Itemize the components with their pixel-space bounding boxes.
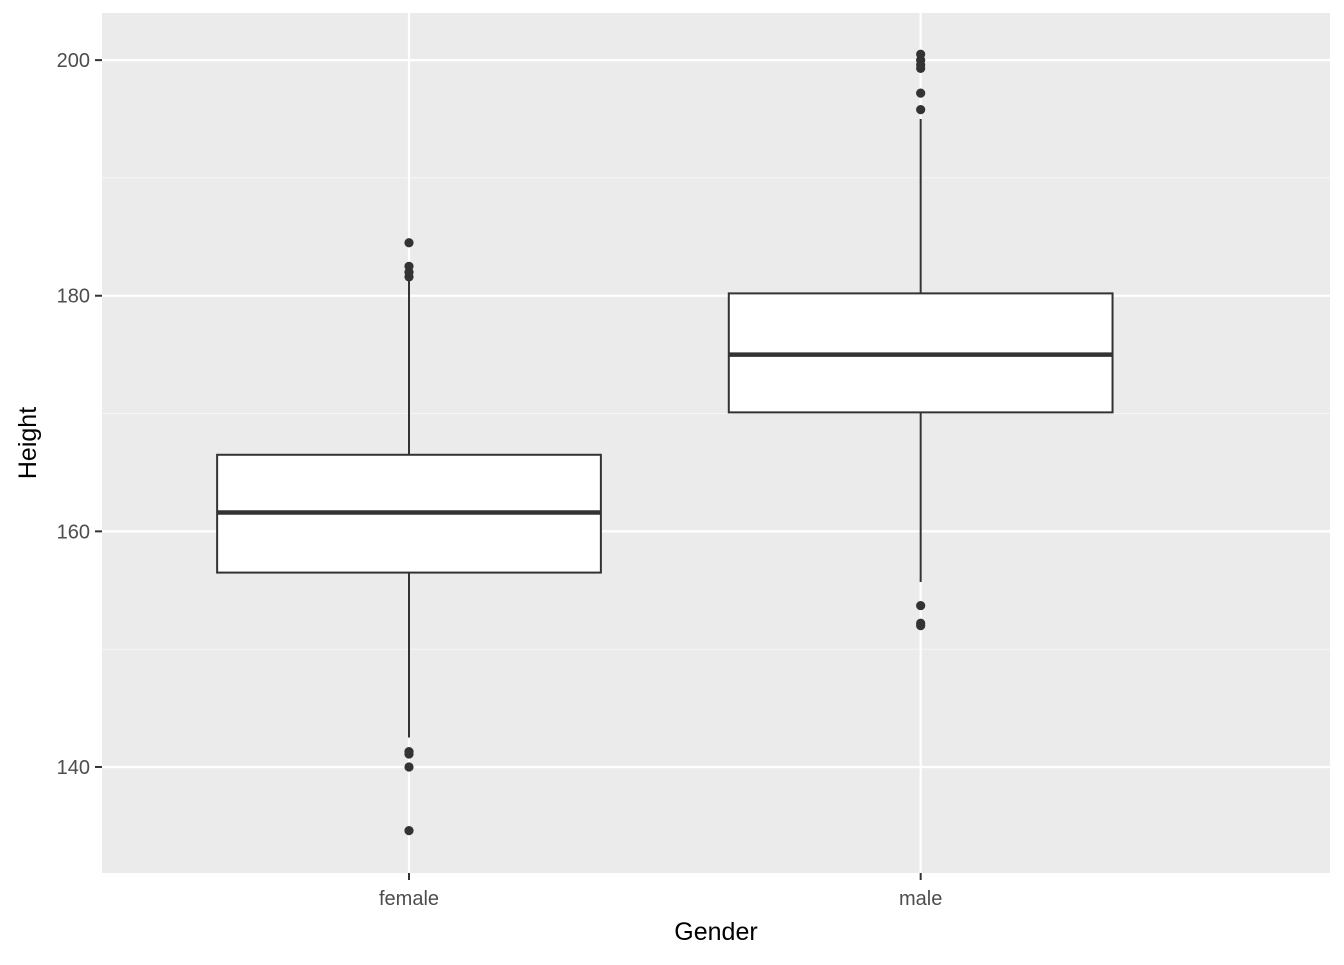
plot-panel: [102, 13, 1330, 873]
minor-gridlines: [102, 177, 1330, 650]
y-tick-label: 140: [57, 757, 90, 779]
y-tick-label: 180: [57, 286, 90, 308]
outlier-point: [916, 105, 926, 115]
outlier-point: [404, 272, 414, 282]
x-tick-label: male: [899, 888, 942, 910]
y-axis-title: Height: [14, 407, 42, 479]
boxes-layer: [216, 49, 1114, 836]
x-axis-title: Gender: [674, 918, 757, 946]
y-axis: 140 160 180 200: [57, 50, 102, 779]
outlier-point: [916, 63, 926, 73]
outlier-point: [916, 621, 926, 631]
x-tick-label: female: [379, 888, 439, 910]
outlier-point: [404, 825, 414, 836]
box-male: [727, 49, 1114, 631]
y-tick-label: 160: [57, 521, 90, 543]
outlier-point: [916, 88, 926, 98]
box-female: [216, 238, 602, 836]
outlier-point: [404, 238, 414, 248]
outlier-point: [404, 749, 414, 759]
y-tick-label: 200: [57, 50, 90, 72]
outlier-point: [916, 600, 926, 611]
x-axis: female male: [379, 873, 942, 910]
outlier-point: [404, 762, 414, 772]
